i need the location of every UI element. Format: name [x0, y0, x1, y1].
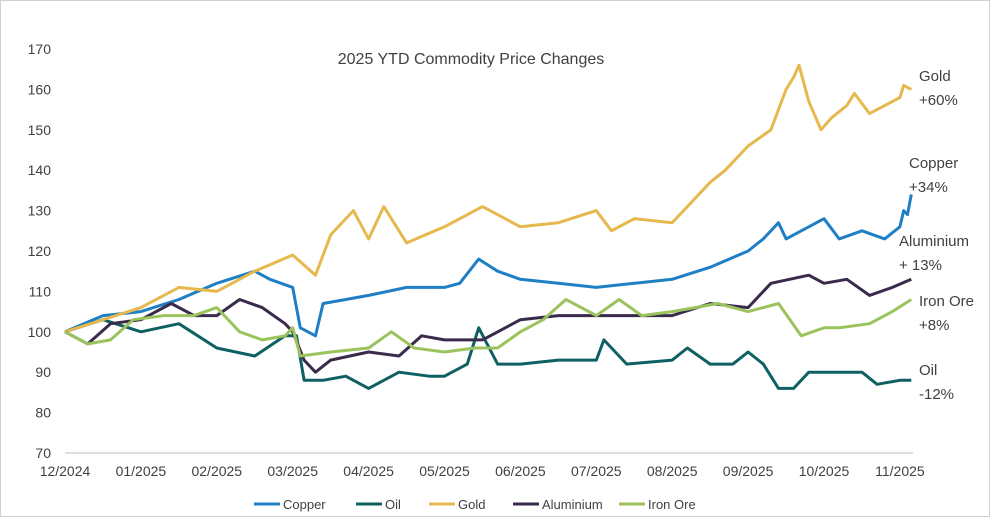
x-tick-label: 05/2025	[419, 463, 470, 479]
x-tick-label: 01/2025	[116, 463, 167, 479]
y-tick-label: 130	[28, 203, 52, 219]
x-tick-label: 08/2025	[647, 463, 698, 479]
series-line-oil	[64, 318, 912, 390]
x-tick-label: 06/2025	[495, 463, 546, 479]
series-line-iron-ore	[64, 298, 913, 358]
end-label: -12%	[919, 386, 954, 403]
series-line-copper	[64, 194, 913, 338]
y-tick-label: 110	[29, 283, 52, 299]
legend-item-iron-ore: Iron Ore	[619, 497, 696, 512]
legend-item-oil: Oil	[356, 497, 401, 512]
x-tick-label: 09/2025	[723, 463, 774, 479]
x-tick-label: 02/2025	[191, 463, 242, 479]
y-tick-label: 80	[35, 405, 51, 421]
y-tick-label: 90	[35, 364, 51, 380]
y-tick-label: 120	[28, 243, 52, 259]
y-tick-label: 70	[35, 445, 51, 461]
x-tick-label: 04/2025	[343, 463, 394, 479]
legend-label: Copper	[283, 497, 326, 512]
y-tick-label: 100	[28, 324, 52, 340]
end-label: +8%	[919, 317, 949, 334]
x-tick-label: 07/2025	[571, 463, 622, 479]
x-tick-label: 03/2025	[267, 463, 318, 479]
series-line-aluminium	[64, 273, 912, 374]
end-label: Aluminium	[899, 233, 969, 250]
legend-label: Aluminium	[542, 497, 603, 512]
end-label: Copper	[909, 155, 958, 172]
x-tick-label: 10/2025	[799, 463, 850, 479]
end-label: +60%	[919, 92, 958, 109]
x-tick-label: 11/2025	[875, 463, 925, 479]
legend-item-gold: Gold	[429, 497, 485, 512]
end-label: Iron Ore	[919, 293, 974, 310]
end-label: Oil	[919, 362, 937, 379]
legend-label: Oil	[385, 497, 401, 512]
end-label: +34%	[909, 179, 948, 196]
legend-item-aluminium: Aluminium	[513, 497, 603, 512]
y-tick-label: 150	[28, 122, 52, 138]
x-tick-label: 12/2024	[40, 463, 91, 479]
legend-label: Gold	[458, 497, 485, 512]
y-tick-label: 170	[28, 41, 52, 57]
legend-item-copper: Copper	[254, 497, 326, 512]
y-tick-label: 140	[28, 162, 52, 178]
chart-title: 2025 YTD Commodity Price Changes	[338, 51, 605, 68]
end-label: Gold	[919, 68, 951, 85]
y-tick-label: 160	[28, 81, 52, 97]
series-line-gold	[64, 63, 912, 334]
end-label: + 13%	[899, 257, 942, 274]
legend-label: Iron Ore	[648, 497, 696, 512]
